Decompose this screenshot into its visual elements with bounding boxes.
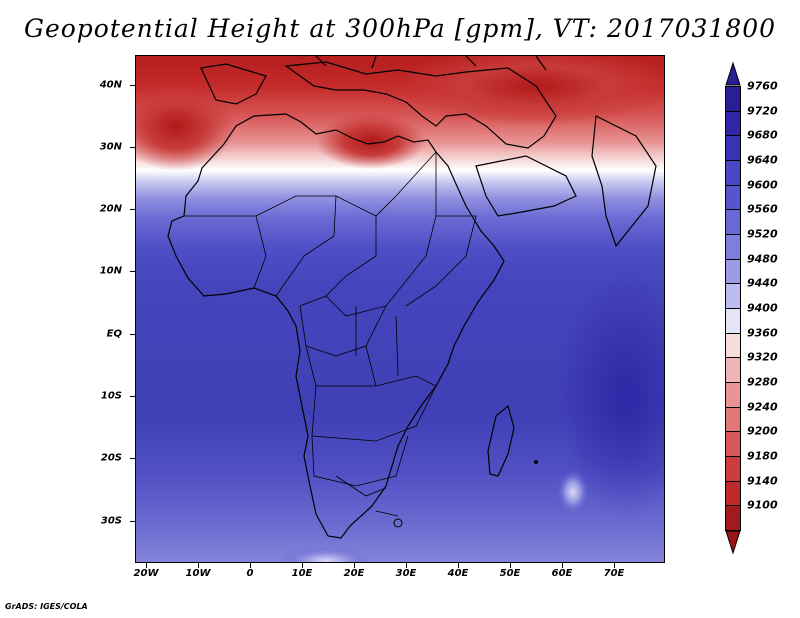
colorbar-label: 9760 [747,79,778,93]
lat-tick [130,521,135,522]
colorbar-segment [725,86,741,112]
colorbar-segment [725,184,741,211]
colorbar-segment [725,283,741,309]
lon-label-20e: 20E [343,568,365,579]
lon-tick [354,563,355,568]
lon-label-10w: 10W [185,568,211,579]
colorbar-arrow-bottom [725,530,741,554]
lat-tick [130,458,135,459]
colorbar-label: 9280 [747,375,778,389]
colorbar-label: 9320 [747,350,778,364]
lon-label-40e: 40E [447,568,469,579]
colorbar-label: 9720 [747,104,778,118]
colorbar-segment [725,456,741,482]
colorbar-label: 9480 [747,252,778,266]
colorbar-arrow-top [725,62,741,86]
lat-label-40n: 40N [99,79,122,91]
lon-tick [510,563,511,568]
country-borders [184,151,477,517]
colorbar-label: 9440 [747,276,778,290]
lat-label-10s: 10S [100,390,122,402]
lon-tick [302,563,303,568]
lon-tick [198,563,199,568]
lat-tick [130,85,135,86]
lon-tick [406,563,407,568]
coastlines [167,56,657,539]
height-field-map [136,56,664,562]
plot-title: Geopotential Height at 300hPa [gpm], VT:… [23,14,777,43]
lon-tick [458,563,459,568]
colorbar-segment [725,480,741,507]
colorbar-segment [725,406,741,433]
lat-label-20n: 20N [99,203,122,215]
colorbar-label: 9180 [747,449,778,463]
lat-label-eq: EQ [106,328,122,340]
lon-tick [250,563,251,568]
colorbar-segment [725,357,741,383]
lat-label-30n: 30N [99,141,122,153]
colorbar-label: 9240 [747,400,778,414]
lon-tick [562,563,563,568]
colorbar-label: 9520 [747,227,778,241]
colorbar-segment [725,160,741,186]
lon-label-60e: 60E [551,568,573,579]
colorbar-label: 9200 [747,424,778,438]
colorbar-segment [725,332,741,359]
lat-tick [130,334,135,335]
lon-label-10e: 10E [291,568,313,579]
colorbar-segment [725,110,741,137]
colorbar-segment [725,234,741,260]
footer-credit: GrADS: IGES/COLA [5,602,88,611]
colorbar-segment [725,258,741,285]
colorbar-segment [725,431,741,457]
lat-label-30s: 30S [100,515,122,527]
lon-tick [146,563,147,568]
colorbar-label: 9560 [747,202,778,216]
colorbar-label: 9140 [747,474,778,488]
lon-label-70e: 70E [603,568,625,579]
colorbar-segment [725,209,741,235]
colorbar-label: 9360 [747,326,778,340]
colorbar-label: 9100 [747,498,778,512]
colorbar-segment [725,135,741,161]
colorbar-label: 9680 [747,128,778,142]
colorbar-segment [725,382,741,408]
colorbar-label: 9640 [747,153,778,167]
lat-label-10n: 10N [99,265,122,277]
lon-label-30e: 30E [395,568,417,579]
colorbar-segment [725,505,741,531]
colorbar-segment [725,308,741,334]
colorbar-label: 9400 [747,301,778,315]
lon-label-0: 0 [246,568,254,579]
lat-tick [130,396,135,397]
lat-tick [130,209,135,210]
lat-tick [130,271,135,272]
lon-label-50e: 50E [499,568,521,579]
lat-tick [130,147,135,148]
lon-label-20w: 20W [133,568,159,579]
lat-label-20s: 20S [100,452,122,464]
lon-tick [614,563,615,568]
colorbar [725,86,741,531]
colorbar-label: 9600 [747,178,778,192]
map-panel [135,55,665,563]
